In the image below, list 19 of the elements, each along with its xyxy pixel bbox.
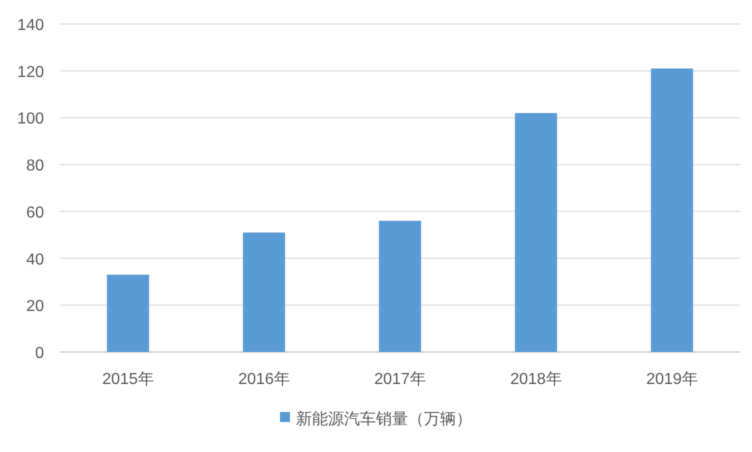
y-tick-label: 80 [26, 158, 44, 175]
y-tick-label: 100 [17, 110, 44, 128]
bar [378, 220, 422, 352]
y-tick-label: 140 [17, 17, 44, 34]
bar [242, 232, 286, 352]
bar [650, 68, 694, 352]
legend-label: 新能源汽车销量（万辆） [296, 410, 472, 428]
x-tick-label: 2017年 [374, 371, 426, 388]
bar [514, 113, 558, 352]
y-tick-label: 60 [26, 204, 44, 222]
bar [106, 274, 150, 352]
y-tick-label: 40 [26, 251, 44, 268]
x-tick-label: 2016年 [238, 371, 290, 388]
y-tick-label: 120 [17, 64, 44, 81]
x-tick-label: 2019年 [646, 371, 698, 388]
x-tick-label: 2018年 [510, 371, 562, 388]
x-tick-label: 2015年 [102, 371, 154, 388]
y-tick-label: 20 [26, 298, 44, 316]
y-tick-label: 0 [35, 345, 44, 362]
